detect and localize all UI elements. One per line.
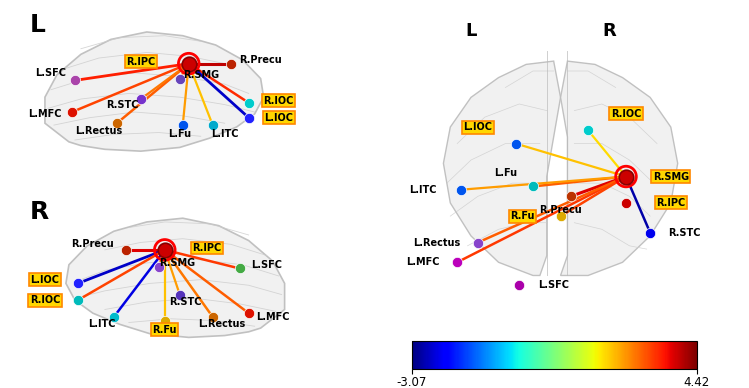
Text: L.MFC: L.MFC: [406, 257, 440, 267]
Point: [135, 96, 147, 102]
Point: [159, 317, 171, 324]
Text: R.IPC: R.IPC: [656, 198, 685, 208]
Point: [225, 61, 237, 67]
Text: L.SFC: L.SFC: [35, 68, 67, 78]
Point: [527, 184, 539, 190]
Text: R.IOC: R.IOC: [611, 109, 641, 119]
Point: [554, 213, 566, 219]
Text: L.MFC: L.MFC: [256, 312, 289, 322]
Text: L.SFC: L.SFC: [251, 260, 282, 270]
Point: [207, 314, 219, 320]
Point: [243, 310, 255, 316]
Text: R.IPC: R.IPC: [192, 243, 222, 253]
Point: [153, 263, 165, 270]
Point: [451, 259, 463, 265]
Point: [510, 140, 522, 147]
Point: [234, 265, 246, 272]
Text: R.STC: R.STC: [169, 297, 202, 307]
Point: [565, 193, 577, 199]
Text: R.STC: R.STC: [106, 100, 139, 109]
Text: L: L: [30, 13, 46, 37]
Text: R.SMG: R.SMG: [183, 70, 219, 80]
PathPatch shape: [66, 218, 285, 338]
Point: [243, 114, 255, 121]
Point: [72, 280, 84, 286]
Point: [455, 187, 467, 193]
Point: [174, 75, 186, 81]
Text: L.ITC: L.ITC: [88, 319, 115, 329]
Text: R.IPC: R.IPC: [126, 57, 156, 67]
Text: L.ITC: L.ITC: [409, 185, 437, 195]
Point: [159, 247, 171, 253]
Text: L.Fu: L.Fu: [494, 168, 517, 178]
Point: [582, 127, 594, 133]
Text: R.Precu: R.Precu: [71, 239, 115, 249]
Point: [620, 200, 632, 206]
Text: R: R: [602, 21, 616, 40]
Point: [66, 109, 78, 115]
Text: L.IOC: L.IOC: [31, 275, 59, 285]
Point: [644, 229, 656, 236]
Point: [108, 314, 120, 320]
Text: L.Rectus: L.Rectus: [413, 237, 460, 248]
PathPatch shape: [443, 61, 560, 275]
Point: [72, 297, 84, 303]
Text: R.Precu: R.Precu: [239, 55, 282, 65]
Point: [111, 120, 123, 126]
Text: L.Rectus: L.Rectus: [198, 319, 246, 329]
Point: [120, 247, 132, 253]
Point: [472, 239, 484, 246]
Text: L.Rectus: L.Rectus: [75, 126, 123, 136]
Text: R.STC: R.STC: [668, 228, 701, 237]
Text: L.MFC: L.MFC: [28, 109, 61, 119]
Text: L.IOC: L.IOC: [264, 113, 293, 123]
Text: L.SFC: L.SFC: [539, 281, 569, 290]
Point: [243, 100, 255, 106]
Point: [174, 291, 186, 298]
PathPatch shape: [560, 61, 678, 275]
Point: [69, 77, 81, 83]
Text: R.Fu: R.Fu: [510, 211, 535, 221]
Text: L.IOC: L.IOC: [464, 122, 492, 132]
Point: [183, 61, 195, 67]
Point: [207, 122, 219, 128]
Point: [183, 61, 195, 67]
Text: R.Fu: R.Fu: [153, 325, 177, 335]
Point: [159, 247, 171, 253]
Text: L.Fu: L.Fu: [169, 130, 191, 139]
Point: [177, 122, 189, 128]
Text: R.IOC: R.IOC: [30, 295, 60, 305]
Point: [620, 173, 632, 180]
Text: R.SMG: R.SMG: [652, 171, 689, 182]
Text: R.Precu: R.Precu: [539, 204, 582, 215]
Text: R.IOC: R.IOC: [264, 96, 294, 106]
Text: R: R: [30, 199, 49, 223]
Text: R.SMG: R.SMG: [159, 258, 195, 268]
Text: L.ITC: L.ITC: [211, 130, 238, 139]
Point: [513, 282, 525, 289]
PathPatch shape: [45, 32, 264, 151]
Point: [620, 173, 632, 180]
Text: L: L: [465, 21, 476, 40]
